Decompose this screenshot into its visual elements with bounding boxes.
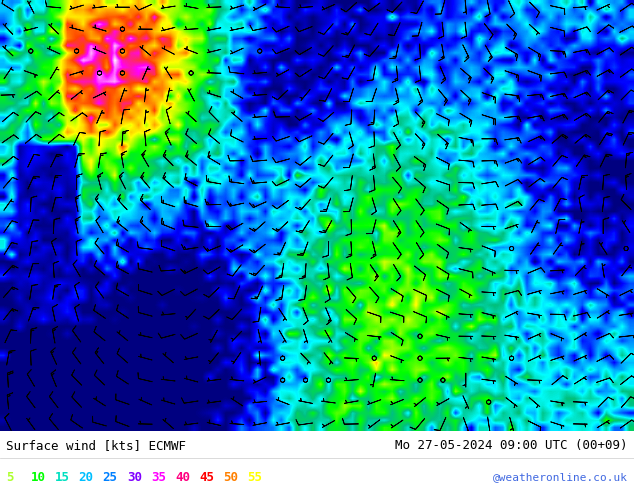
- Text: 60: 60: [271, 470, 287, 484]
- Text: 30: 30: [127, 470, 142, 484]
- Text: 35: 35: [151, 470, 166, 484]
- Text: @weatheronline.co.uk: @weatheronline.co.uk: [493, 472, 628, 482]
- Text: Surface wind [kts] ECMWF: Surface wind [kts] ECMWF: [6, 440, 186, 452]
- Text: 10: 10: [30, 470, 46, 484]
- Text: 15: 15: [55, 470, 70, 484]
- Text: 45: 45: [199, 470, 214, 484]
- Text: 5: 5: [6, 470, 14, 484]
- Text: 25: 25: [103, 470, 118, 484]
- Text: 20: 20: [79, 470, 94, 484]
- Text: 55: 55: [247, 470, 262, 484]
- Text: 50: 50: [223, 470, 238, 484]
- Text: 40: 40: [175, 470, 190, 484]
- Text: Mo 27-05-2024 09:00 UTC (00+09): Mo 27-05-2024 09:00 UTC (00+09): [395, 440, 628, 452]
